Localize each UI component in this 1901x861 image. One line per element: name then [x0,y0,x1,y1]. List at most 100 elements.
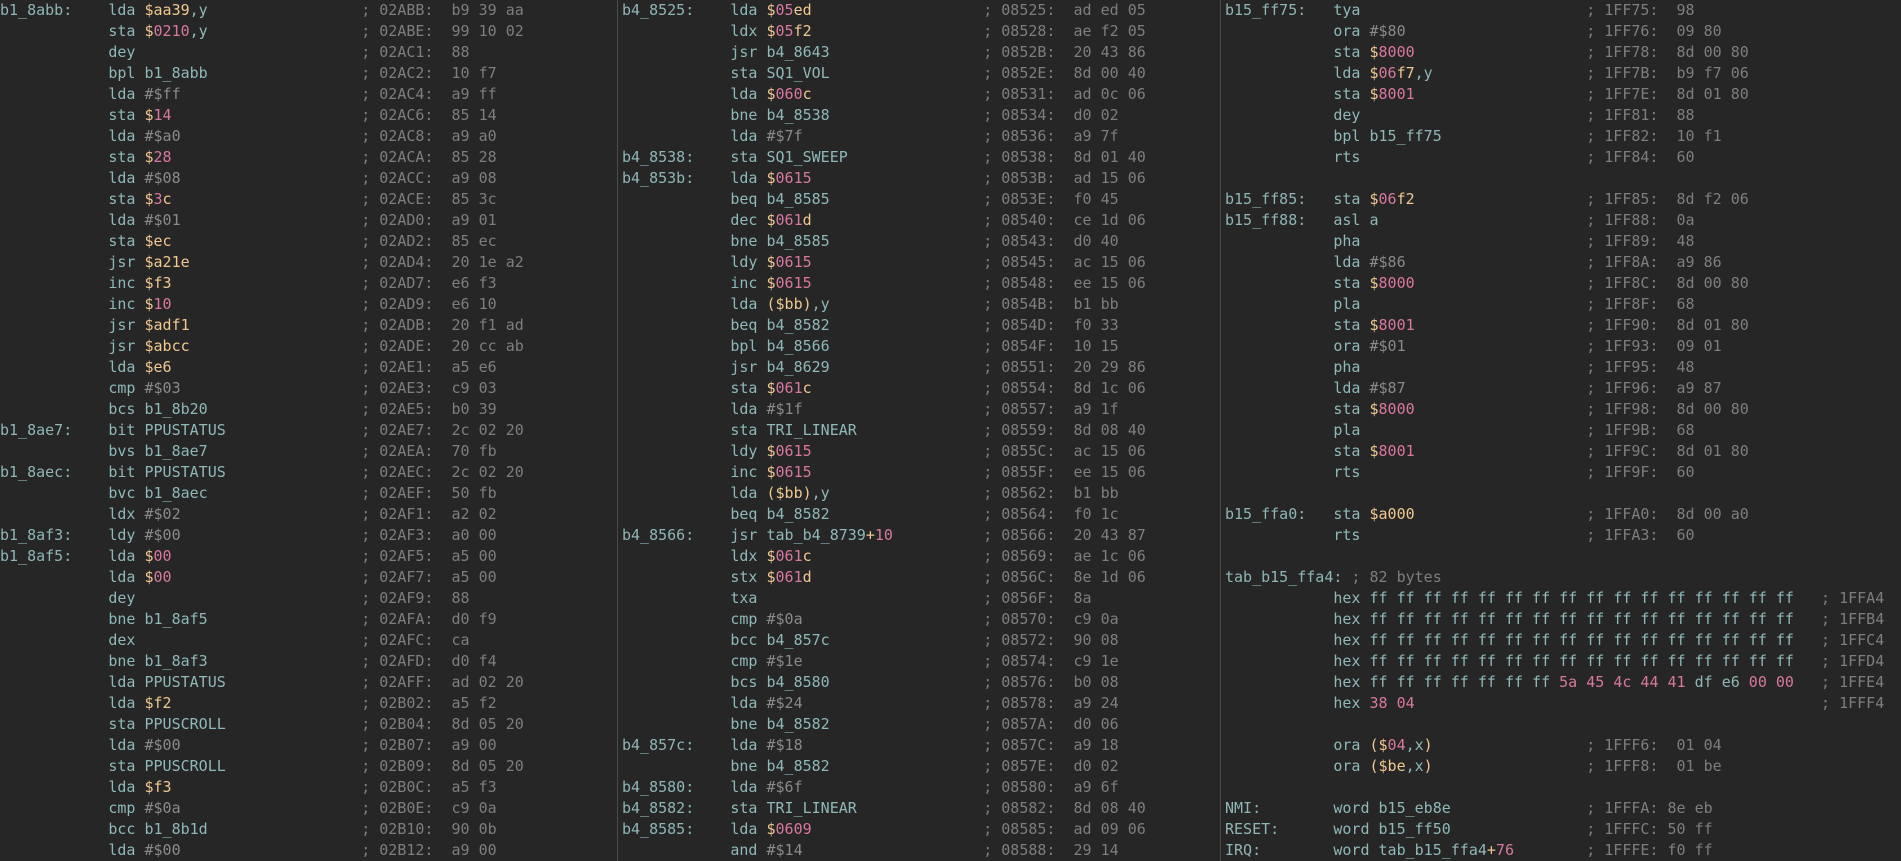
operand: ff [1613,652,1632,670]
mnemonic: txa [730,589,758,607]
mnemonic: ldy [108,526,136,544]
code-line: bne b4_8582 ; 0857A: d0 06 [622,714,1223,735]
code-line [1225,714,1901,735]
address-operand: $0210 [144,22,189,40]
address-operand: $28 [144,148,171,166]
mnemonic: lda [108,1,136,19]
operand: ff [1721,652,1740,670]
operand: ff [1613,631,1632,649]
address-digits: 0609 [775,820,812,838]
operand: b15_ff75 [1369,127,1442,145]
address-comment: ; 0853B: ad 15 06 [983,169,1146,187]
operand: b1_8af3 [144,652,208,670]
dollar-sign: $ [144,148,154,166]
address-digits: 8000 [1378,400,1415,418]
dollar-sign: $ [766,22,776,40]
mnemonic: hex [1333,631,1361,649]
code-label: b1_8ae7: [0,421,73,439]
instruction: hex ff ff ff ff ff ff ff ff ff ff ff ff … [1333,651,1794,672]
number: 76 [1495,841,1514,859]
instruction: lda #$18 [730,735,802,756]
dollar-sign: $ [766,253,776,271]
address-operand: $060c [766,85,811,103]
immediate-operand: #$ff [144,85,181,103]
instruction: and #$14 [730,840,802,861]
address-operand: $8000 [1369,400,1414,418]
code-line: sta $8001 ; 1FF90: 8d 01 80 [1225,315,1901,336]
operand: ff [1775,589,1794,607]
immediate-operand: #$01 [1369,337,1406,355]
mnemonic: word [1333,841,1370,859]
code-line: beq b4_8582 ; 08564: f0 1c [622,504,1223,525]
address-comment: ; 02ADE: 20 cc ab [361,337,524,355]
mnemonic: sta [730,64,758,82]
instruction: inc $10 [108,294,171,315]
code-line: ldy $0615 ; 08545: ac 15 06 [622,252,1223,273]
operand: ff [1586,610,1605,628]
code-line: bcs b1_8b20 ; 02AE5: b0 39 [0,399,615,420]
address-digits: 8001 [1378,316,1415,334]
punctuation: ( [1369,736,1379,754]
code-line: b4_8580: lda #$6f ; 08580: a9 6f [622,777,1223,798]
mnemonic: dec [730,211,758,229]
address-comment: ; 0856C: 8e 1d 06 [983,568,1146,586]
mnemonic: word [1333,799,1370,817]
address-comment: ; 02ADB: 20 f1 ad [361,316,524,334]
address-comment: ; 0857A: d0 06 [983,715,1119,733]
instruction: bne b1_8af3 [108,651,207,672]
operand: PPUSCROLL [144,715,226,733]
immediate-operand: #$80 [1369,22,1406,40]
code-line: b15_ffa0: sta $a000 ; 1FFA0: 8d 00 a0 [1225,504,1901,525]
address-comment: ; 1FFD4 [1821,652,1885,670]
instruction: beq b4_8582 [730,315,829,336]
operand: ff [1477,673,1496,691]
address-operand: $f2 [144,694,171,712]
address-comment: ; 1FF8C: 8d 00 80 [1586,274,1749,292]
mnemonic: inc [730,274,758,292]
instruction: pla [1333,420,1360,441]
address-comment: ; 02AEA: 70 fb [361,442,497,460]
code-line [1225,168,1901,189]
operand: ff [1748,610,1767,628]
code-line: lda #$87 ; 1FF96: a9 87 [1225,378,1901,399]
address-comment: ; 08576: b0 08 [983,673,1119,691]
mnemonic: bit [108,421,136,439]
operand: b4_8582 [766,316,830,334]
code-line: lda #$00 ; 02B07: a9 00 [0,735,615,756]
dollar-sign: $ [766,463,776,481]
instruction: cmp #$0a [108,798,180,819]
mnemonic: ora [1333,22,1361,40]
address-operand: $f3 [144,274,171,292]
address-comment: ; 1FFFC: 50 ff [1586,820,1713,838]
dollar-sign: $ [144,358,154,376]
mnemonic: beq [730,190,758,208]
mnemonic: pla [1333,295,1361,313]
number: 00 [1775,673,1794,691]
address-digits: 28 [153,148,172,166]
instruction: bcc b4_857c [730,630,829,651]
code-line: and #$14 ; 08588: 29 14 [622,840,1223,861]
code-line: bne b4_8582 ; 0857E: d0 02 [622,756,1223,777]
mnemonic: lda [1333,379,1361,397]
mnemonic: bne [730,757,758,775]
address-comment: ; 02B10: 90 0b [361,820,497,838]
mnemonic: sta [1333,43,1361,61]
code-line: lda #$ff ; 02AC4: a9 ff [0,84,615,105]
code-line: sta SQ1_VOL ; 0852E: 8d 00 40 [622,63,1223,84]
mnemonic: bvs [108,442,136,460]
address-digits: 061 [775,547,803,565]
address-comment: ; 1FF85: 8d f2 06 [1586,190,1749,208]
address-comment: ; 1FFA3: 60 [1586,526,1695,544]
mnemonic: lda [108,127,136,145]
code-label: b15_ff85: [1225,190,1307,208]
punctuation: ) [802,295,812,313]
operand: y [820,295,830,313]
mnemonic: jsr [108,253,136,271]
code-label: b4_857c: [622,736,695,754]
instruction: lda #$a0 [108,126,180,147]
dollar-sign: $ [766,442,776,460]
operand: ff [1369,610,1388,628]
address-comment: ; 1FF78: 8d 00 80 [1586,43,1749,61]
code-line: lda #$a0 ; 02AC8: a9 a0 [0,126,615,147]
address-comment: ; 0856F: 8a [983,589,1092,607]
